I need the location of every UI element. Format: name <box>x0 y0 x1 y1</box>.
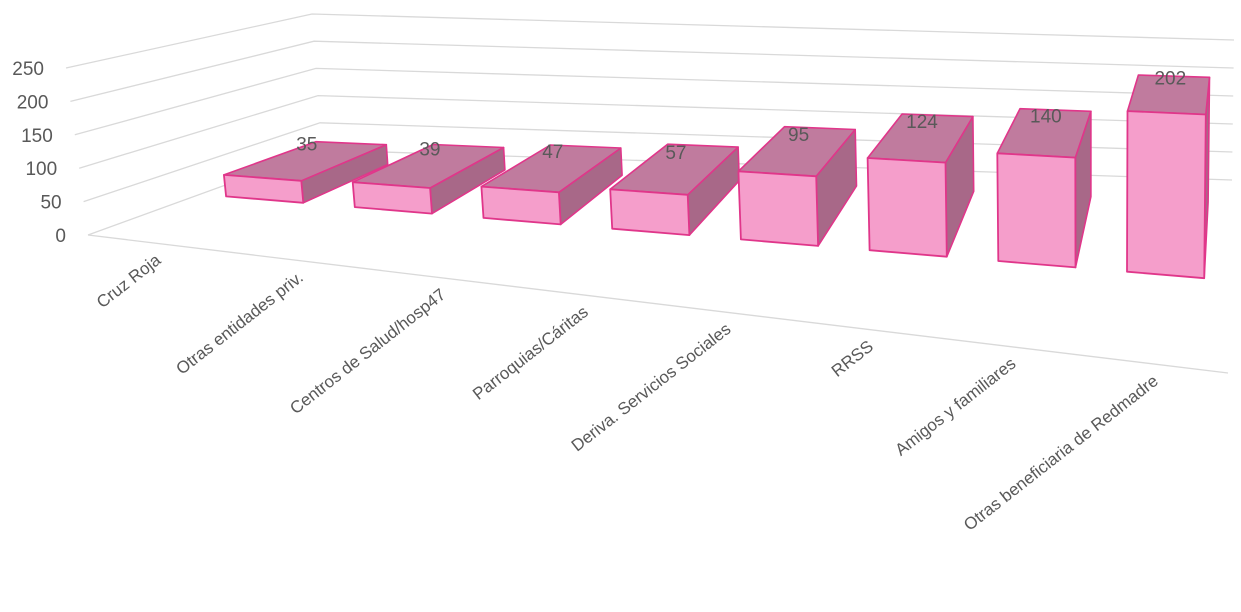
bar <box>351 143 506 215</box>
data-label: 47 <box>542 142 563 163</box>
y-tick-label: 50 <box>40 193 61 214</box>
bar <box>1126 74 1211 280</box>
gridlines <box>65 13 1235 374</box>
data-label: 39 <box>419 140 440 161</box>
data-label: 57 <box>665 143 686 164</box>
y-tick-label: 250 <box>12 59 44 80</box>
y-axis-ticks: 0 50 100 150 200 250 <box>12 59 66 247</box>
gridline <box>70 40 1234 103</box>
bar <box>866 113 975 258</box>
bar-front-face <box>1126 110 1207 280</box>
bar <box>737 125 858 247</box>
y-tick-label: 150 <box>21 126 53 147</box>
category-label: Parroquias/Cáritas <box>469 302 592 404</box>
gridline <box>74 67 1234 136</box>
category-label: Amigos y familiares <box>892 354 1020 460</box>
category-label: Otras beneficiaria de Redmadre <box>960 371 1162 534</box>
data-label: 202 <box>1154 69 1186 90</box>
y-tick-label: 100 <box>25 159 57 180</box>
bar-front-face <box>480 185 562 226</box>
category-label: Cruz Roja <box>93 250 165 312</box>
data-label: 124 <box>906 112 938 133</box>
bars <box>222 74 1211 280</box>
category-label: Centros de Salud/hosp47 <box>286 285 449 418</box>
x-axis-categories: Cruz Roja Otras entidades priv.Centros de… <box>93 250 1162 534</box>
category-label: RRSS <box>828 337 877 381</box>
category-label: Deriva. Servicios Sociales <box>568 319 735 455</box>
category-label: Otras entidades priv. <box>173 268 307 379</box>
data-label: 35 <box>296 135 317 156</box>
bar <box>996 107 1092 269</box>
data-labels: 35 39 47 57 95 124 140 202 <box>296 69 1186 164</box>
y-tick-label: 200 <box>17 92 49 113</box>
bar-front-face <box>351 181 433 215</box>
bar-front-face <box>609 188 691 237</box>
bar-front-face <box>866 157 948 258</box>
y-tick-label: 0 <box>55 226 66 247</box>
bar-front-face <box>996 152 1077 269</box>
bar <box>480 144 623 226</box>
data-label: 140 <box>1030 107 1062 128</box>
floor-front-edge <box>87 234 1229 374</box>
bar <box>222 140 389 204</box>
bar-front-face <box>737 170 819 247</box>
bar <box>609 143 741 237</box>
gridline <box>65 13 1235 69</box>
data-label: 95 <box>788 125 809 146</box>
bar-front-face <box>222 173 305 204</box>
